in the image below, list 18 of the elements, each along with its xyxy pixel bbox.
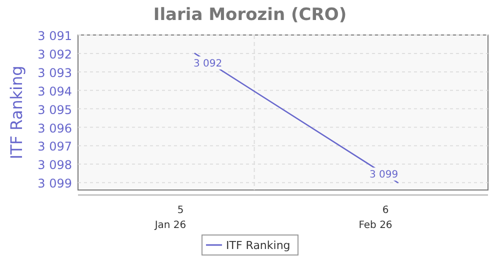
y-tick-label: 3 094: [38, 84, 72, 98]
chart-title: Ilaria Morozin (CRO): [153, 5, 347, 25]
text: 3 092: [194, 58, 222, 70]
text: Feb 26: [358, 220, 392, 231]
x-tick-label: 6: [382, 205, 389, 216]
text: 3 099: [369, 170, 398, 181]
x-tick-label: 5: [177, 205, 184, 216]
y-tick-label: 3 091: [38, 29, 72, 43]
y-axis-title: ITF Ranking: [7, 66, 26, 160]
y-tick-label: 3 092: [38, 47, 72, 62]
y-tick-label: 3 093: [38, 66, 72, 80]
y-tick-label: 3 099: [38, 176, 72, 191]
y-tick-label: 3 097: [38, 140, 72, 154]
y-tick-label: 3 098: [38, 158, 72, 172]
text: Jan 26: [154, 220, 186, 231]
y-tick-label: 3 095: [38, 102, 72, 117]
legend-label: ITF Ranking: [226, 239, 290, 252]
y-tick-label: 3 096: [38, 121, 72, 136]
